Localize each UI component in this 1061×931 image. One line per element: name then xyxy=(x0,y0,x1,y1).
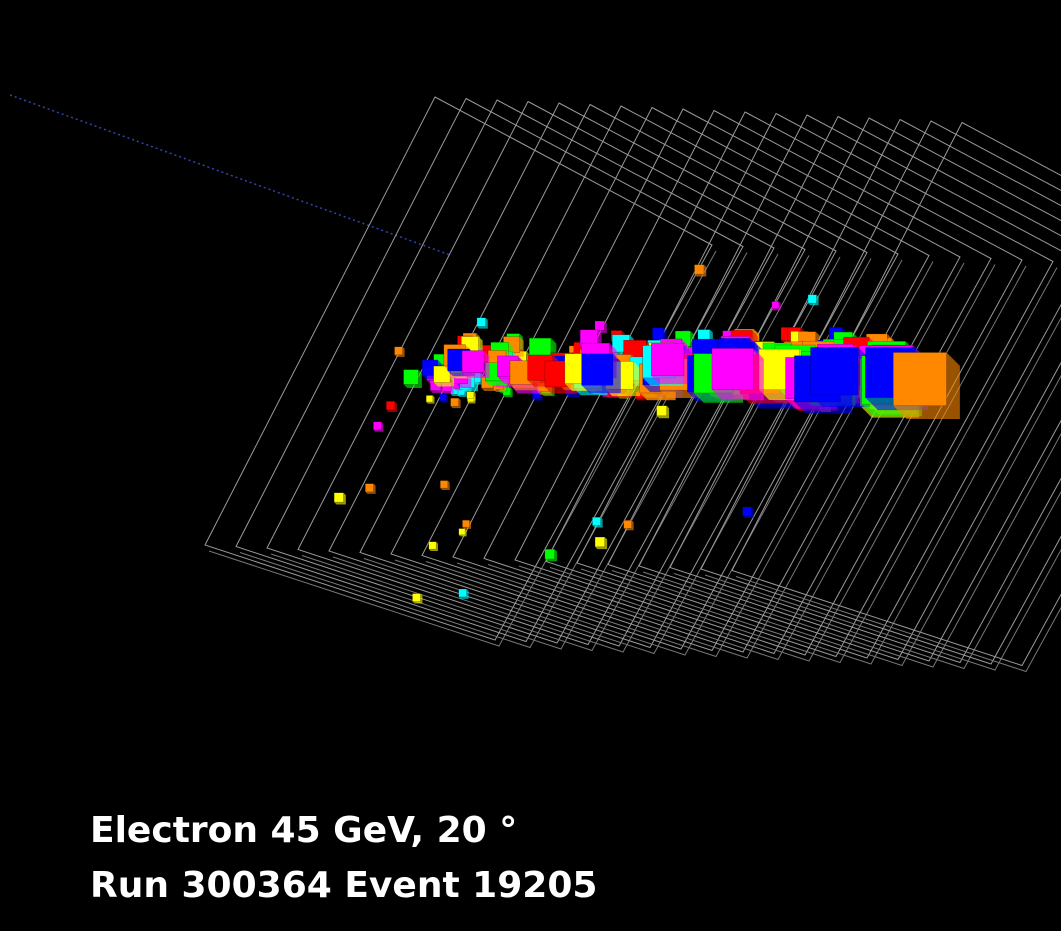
hit xyxy=(624,520,632,528)
hit xyxy=(429,542,436,549)
hit xyxy=(462,520,469,527)
hit xyxy=(712,348,754,390)
event-display: Electron 45 GeV, 20 ° Run 300364 Event 1… xyxy=(0,0,1061,931)
hit xyxy=(426,395,433,402)
hit xyxy=(652,328,663,339)
hit xyxy=(743,507,752,516)
hit xyxy=(459,529,465,535)
hit xyxy=(440,481,448,489)
hit xyxy=(893,352,946,405)
hit xyxy=(467,392,474,399)
hit xyxy=(651,343,684,376)
hit xyxy=(404,370,419,385)
caption-line: Electron 45 GeV, 20 ° xyxy=(90,810,517,851)
hit xyxy=(365,484,373,492)
hit xyxy=(657,406,667,416)
hit xyxy=(334,493,343,502)
hit xyxy=(440,394,447,401)
hit xyxy=(810,347,858,395)
page: Electron 45 GeV, 20 ° Run 300364 Event 1… xyxy=(0,0,1061,931)
hit xyxy=(772,302,779,309)
hit xyxy=(373,422,381,430)
hit xyxy=(694,265,703,274)
caption-line: Run 300364 Event 19205 xyxy=(90,865,597,906)
hit xyxy=(395,347,403,355)
hit xyxy=(386,401,395,410)
hit xyxy=(451,398,459,406)
hit xyxy=(808,295,816,303)
hit xyxy=(477,318,486,327)
hit xyxy=(595,321,604,330)
hit xyxy=(582,354,613,385)
hit xyxy=(592,517,600,525)
hit xyxy=(595,537,605,547)
hit xyxy=(462,351,484,373)
hit xyxy=(412,594,420,602)
hit xyxy=(459,589,467,597)
background xyxy=(0,0,1061,931)
hit xyxy=(545,549,555,559)
